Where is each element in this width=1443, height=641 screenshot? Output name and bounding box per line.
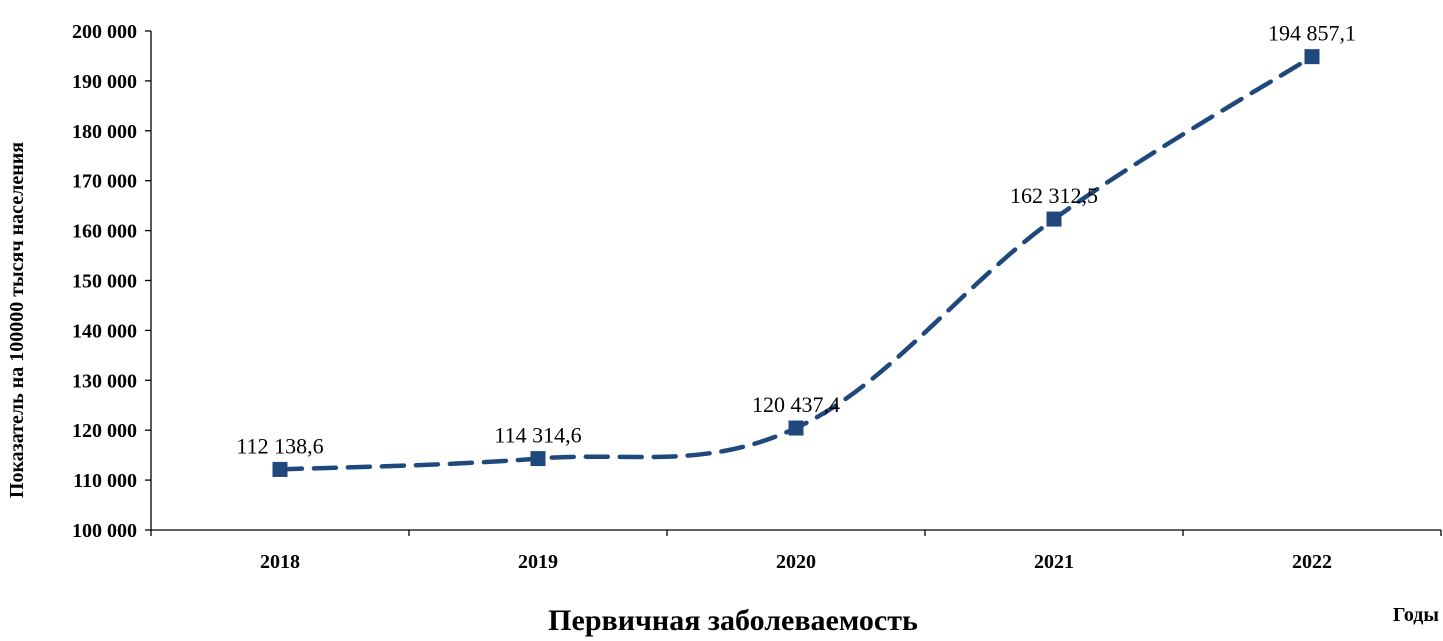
- y-tick-label: 190 000: [72, 71, 137, 93]
- x-tick-label: 2018: [260, 551, 300, 573]
- x-tick-labels: 2018 2019 2020 2021 2022: [260, 551, 1332, 573]
- x-tick-label: 2020: [776, 551, 816, 573]
- y-tick-label: 140 000: [72, 320, 137, 342]
- y-tick-label: 160 000: [72, 221, 137, 243]
- data-point-marker: [1304, 49, 1320, 65]
- series-group: [272, 49, 1320, 477]
- y-tick-label: 120 000: [72, 420, 137, 442]
- x-axis-title: Годы: [1393, 604, 1440, 626]
- x-tick-label: 2021: [1034, 551, 1074, 573]
- data-point-marker: [788, 420, 804, 436]
- y-tick-label: 100 000: [72, 520, 137, 542]
- data-label: 114 314,6: [494, 423, 581, 448]
- data-labels: 112 138,6 114 314,6 120 437,4 162 312,5 194 …: [236, 21, 1356, 459]
- data-label: 120 437,4: [752, 392, 840, 417]
- y-tick-label: 130 000: [72, 370, 137, 392]
- y-tick-label: 200 000: [72, 21, 137, 43]
- y-tick-label: 110 000: [73, 470, 137, 492]
- data-label: 162 312,5: [1010, 183, 1098, 208]
- data-point-marker: [1046, 211, 1062, 227]
- y-tick-label: 180 000: [72, 121, 137, 143]
- y-tick-label: 170 000: [72, 171, 137, 193]
- y-axis-title: Показатель на 100000 тысяч населения: [6, 142, 28, 498]
- legend-series-name: Первичная заболеваемость: [548, 604, 918, 637]
- data-point-marker: [272, 461, 288, 477]
- y-tick-label: 150 000: [72, 271, 137, 293]
- data-label: 194 857,1: [1268, 21, 1356, 46]
- x-tick-label: 2019: [518, 551, 558, 573]
- y-tick-labels: 100 000 110 000 120 000 130 000 140 000 150 0…: [72, 21, 137, 542]
- data-label: 112 138,6: [236, 433, 323, 458]
- data-point-marker: [530, 451, 546, 467]
- chart-axes: [145, 30, 1442, 536]
- x-tick-label: 2022: [1292, 551, 1332, 573]
